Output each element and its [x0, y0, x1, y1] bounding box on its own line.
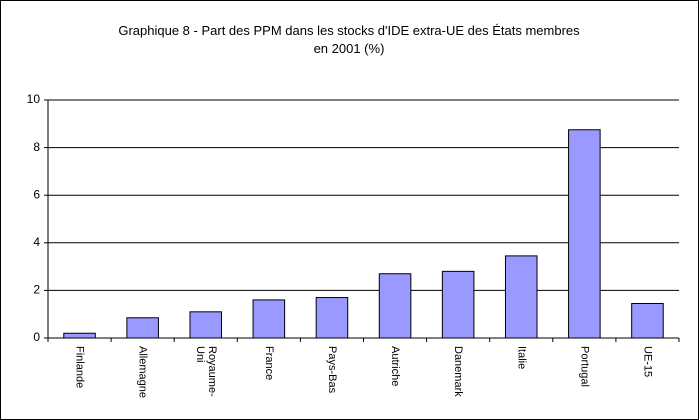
- y-tick-label: 6: [33, 187, 40, 201]
- bar: [568, 129, 601, 339]
- bar: [126, 317, 159, 339]
- x-tick-label: Pays-Bas: [325, 346, 338, 394]
- bar: [189, 311, 223, 339]
- y-tick-label: 8: [33, 140, 40, 154]
- y-tick-label: 10: [27, 92, 41, 106]
- x-tick-label: France: [262, 346, 275, 381]
- x-tick-label: Allemagne: [136, 346, 149, 398]
- bar: [504, 255, 538, 339]
- bar: [378, 273, 412, 339]
- bar: [252, 299, 286, 339]
- bar: [63, 332, 96, 339]
- x-tick-label: Danemark: [452, 346, 465, 397]
- x-tick-label: Italie: [515, 346, 528, 370]
- y-tick-label: 2: [33, 283, 40, 297]
- chart-title: Graphique 8 - Part des PPM dans les stoc…: [118, 23, 580, 56]
- bar: [631, 302, 664, 339]
- bar: [315, 297, 349, 339]
- x-tick-label: Royaume-Uni: [193, 346, 218, 397]
- y-tick-label: 4: [33, 235, 40, 249]
- x-tick-label: Autriche: [389, 346, 402, 387]
- x-tick-label: UE-15: [641, 346, 654, 378]
- y-tick-label: 0: [33, 330, 40, 344]
- x-tick-label: Finlande: [73, 346, 86, 389]
- bar: [441, 270, 475, 339]
- x-tick-label: Portugal: [578, 346, 591, 387]
